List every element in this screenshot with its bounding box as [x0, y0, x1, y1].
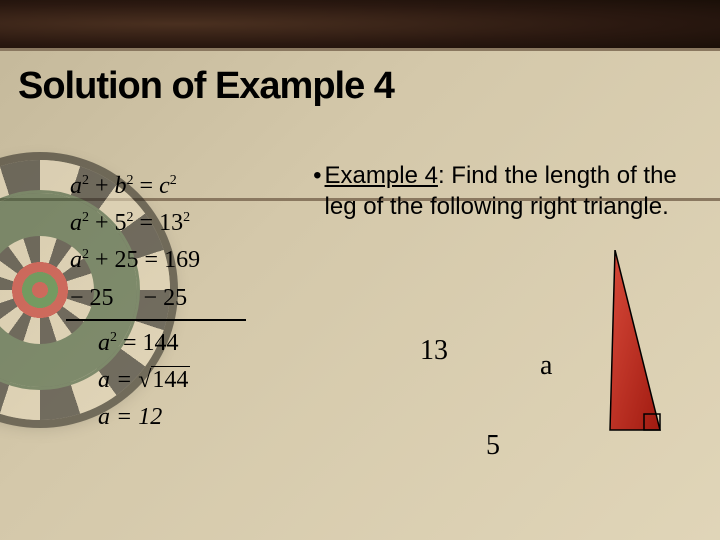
prompt-sep: : [438, 162, 445, 189]
eq5-a: a [98, 330, 110, 356]
slide-title: Solution of Example 4 [0, 51, 720, 118]
eq1-c: c [159, 173, 170, 199]
eq2-13: 13 [159, 210, 183, 236]
label-base: 5 [486, 430, 500, 462]
eq6-a: a = [98, 367, 138, 393]
eq-4: − 25 − 25 [70, 280, 310, 317]
eq-1: a2 + b2 = c2 [70, 168, 310, 205]
label-hypotenuse: 13 [420, 335, 448, 367]
eq-2: a2 + 52 = 132 [70, 205, 310, 242]
eq1-plus: + [89, 173, 115, 199]
eq7-text: a = 12 [98, 404, 162, 430]
example-label: Example 4 [325, 162, 438, 189]
eq-5: a2 = 144 [70, 325, 310, 362]
eq2-eq: = [134, 210, 160, 236]
problem-prompt: • Example 4: Find the length of the leg … [310, 160, 690, 222]
sqrt-icon: 144 [138, 362, 190, 399]
eq-rule [66, 319, 246, 321]
eq1-eq: = [134, 173, 160, 199]
eq2-plus: + [89, 210, 115, 236]
eq1-b: b [115, 173, 127, 199]
triangle-shape [610, 250, 660, 430]
bullet-icon: • [310, 160, 325, 222]
top-band [0, 0, 720, 48]
label-leg-a: a [540, 350, 552, 382]
triangle-svg [460, 250, 670, 440]
eq-6: a = 144 [70, 362, 310, 399]
eq-7: a = 12 [70, 399, 310, 436]
eq-3: a2 + 25 = 169 [70, 242, 310, 279]
eq6-rad: 144 [151, 366, 190, 393]
triangle-figure: 13 5 a [310, 240, 670, 460]
prompt-text: Example 4: Find the length of the leg of… [325, 160, 690, 222]
eq2-5: 5 [115, 210, 127, 236]
eq1-a: a [70, 173, 82, 199]
right-column: • Example 4: Find the length of the leg … [310, 140, 720, 540]
eq3-rest: + 25 = 169 [89, 247, 200, 273]
eq4-r: − 25 [144, 285, 188, 311]
eq5-eq: = 144 [117, 330, 179, 356]
math-steps: a2 + b2 = c2 a2 + 52 = 132 a2 + 25 = 169… [0, 140, 310, 540]
eq4-l: − 25 [70, 285, 114, 311]
eq3-a: a [70, 247, 82, 273]
content-area: a2 + b2 = c2 a2 + 52 = 132 a2 + 25 = 169… [0, 140, 720, 540]
eq2-a: a [70, 210, 82, 236]
